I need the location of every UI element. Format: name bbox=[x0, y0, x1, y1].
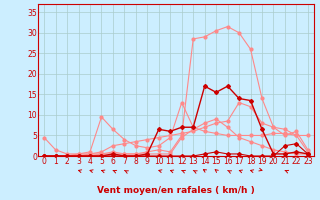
X-axis label: Vent moyen/en rafales ( km/h ): Vent moyen/en rafales ( km/h ) bbox=[97, 186, 255, 195]
